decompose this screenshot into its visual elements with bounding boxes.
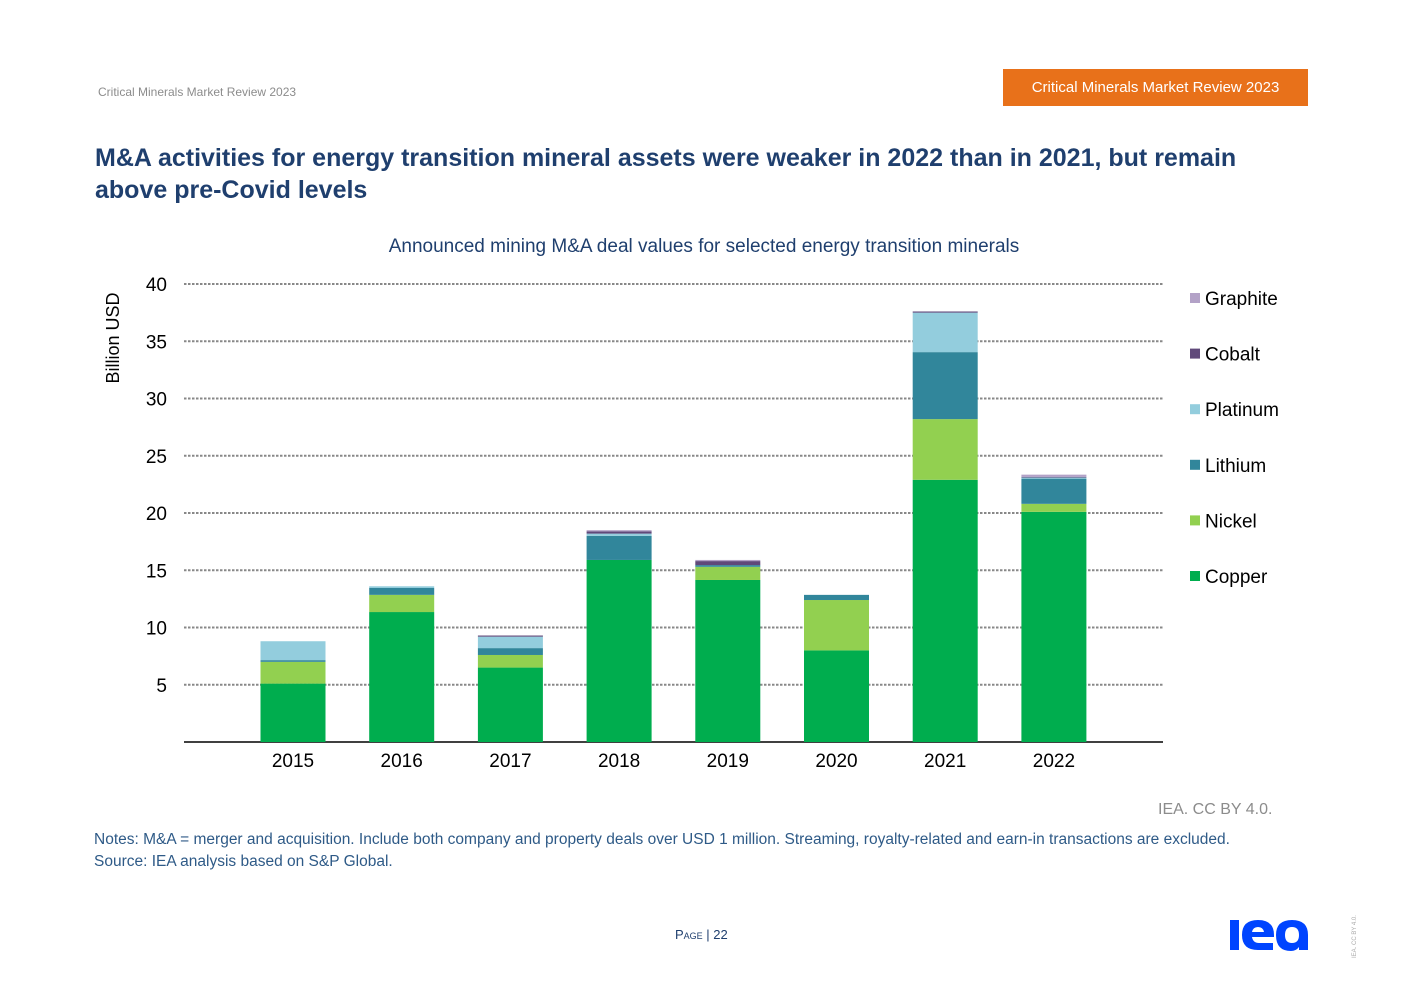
- source-text: Source: IEA analysis based on S&P Global…: [94, 853, 393, 870]
- bar-platinum-2016: [369, 586, 435, 588]
- bar-nickel-2019: [695, 566, 761, 580]
- bar-copper-2016: [369, 612, 435, 742]
- header-report-badge: Critical Minerals Market Review 2023: [1003, 69, 1308, 106]
- legend-label-platinum: Platinum: [1205, 400, 1279, 421]
- legend-label-lithium: Lithium: [1205, 456, 1266, 477]
- legend-swatch-lithium: [1190, 459, 1200, 470]
- bar-lithium-2015: [260, 660, 326, 662]
- bar-copper-2015: [260, 683, 326, 742]
- x-tick-label: 2015: [272, 751, 314, 772]
- legend-swatch-platinum: [1190, 404, 1200, 415]
- header-report-name: Critical Minerals Market Review 2023: [98, 85, 297, 99]
- y-tick-label: 25: [146, 447, 167, 468]
- bar-cobalt-2019: [695, 561, 761, 566]
- side-credit: IEA. CC BY 4.0.: [1352, 915, 1358, 958]
- bar-lithium-2019: [695, 565, 761, 567]
- y-axis-label: Billion USD: [103, 292, 123, 383]
- bar-lithium-2017: [477, 648, 543, 655]
- x-tick-label: 2022: [1033, 751, 1075, 772]
- bar-lithium-2020: [804, 594, 869, 601]
- legend-label-graphite: Graphite: [1205, 289, 1278, 310]
- bar-lithium-2016: [369, 587, 435, 595]
- bar-cobalt-2017: [477, 635, 543, 637]
- legend-label-nickel: Nickel: [1205, 511, 1257, 532]
- bar-cobalt-2018: [586, 531, 652, 534]
- chart-title: Announced mining M&A deal values for sel…: [388, 236, 1020, 257]
- bar-copper-2020: [804, 650, 869, 742]
- y-tick-label: 35: [146, 332, 167, 353]
- bar-copper-2022: [1021, 511, 1087, 742]
- bar-nickel-2021: [912, 419, 978, 480]
- bar-lithium-2018: [586, 535, 652, 560]
- legend-label-cobalt: Cobalt: [1205, 345, 1261, 366]
- bar-platinum-2021: [912, 312, 978, 353]
- x-tick-label: 2016: [381, 751, 423, 772]
- legend-swatch-nickel: [1190, 515, 1200, 526]
- bar-cobalt-2022: [1021, 476, 1087, 478]
- bar-platinum-2015: [260, 641, 326, 661]
- x-tick-label: 2019: [707, 751, 749, 772]
- notes-text: Notes: M&A = merger and acquisition. Inc…: [94, 831, 1230, 848]
- bar-copper-2017: [477, 667, 543, 742]
- x-tick-label: 2021: [924, 751, 966, 772]
- bar-nickel-2017: [477, 654, 543, 668]
- x-tick-label: 2017: [489, 751, 531, 772]
- y-tick-label: 5: [156, 676, 167, 697]
- bar-platinum-2017: [477, 636, 543, 649]
- page-title: M&A activities for energy transition min…: [95, 144, 1237, 204]
- bar-graphite-2019: [695, 559, 761, 562]
- legend-label-copper: Copper: [1205, 567, 1268, 588]
- bar-nickel-2022: [1021, 503, 1087, 512]
- iea-logo: [1228, 914, 1310, 959]
- legend-swatch-graphite: [1190, 293, 1200, 303]
- y-tick-label: 10: [146, 619, 167, 640]
- bar-platinum-2018: [586, 533, 652, 536]
- y-tick-label: 20: [146, 504, 167, 525]
- bar-nickel-2015: [260, 661, 326, 684]
- bar-lithium-2022: [1021, 478, 1087, 504]
- bar-copper-2018: [586, 559, 652, 742]
- legend-swatch-copper: [1190, 571, 1200, 581]
- y-tick-label: 30: [146, 390, 167, 411]
- bar-nickel-2016: [369, 594, 435, 613]
- y-tick-label: 40: [146, 275, 167, 296]
- legend-swatch-cobalt: [1190, 348, 1200, 359]
- bar-graphite-2022: [1021, 474, 1087, 477]
- chart-credit: IEA. CC BY 4.0.: [1158, 801, 1273, 818]
- notes: Notes: M&A = merger and acquisition. Inc…: [94, 830, 1274, 872]
- x-tick-label: 2020: [815, 751, 857, 772]
- bar-lithium-2021: [912, 352, 978, 420]
- x-tick-label: 2018: [598, 751, 640, 772]
- bar-graphite-2018: [586, 530, 652, 532]
- bar-copper-2021: [912, 479, 978, 742]
- bar-cobalt-2021: [912, 311, 978, 313]
- page-number: Page | 22: [675, 927, 728, 942]
- bar-copper-2019: [695, 579, 761, 742]
- bar-nickel-2020: [804, 600, 869, 651]
- y-tick-label: 15: [146, 561, 167, 582]
- bar-platinum-2022: [1021, 477, 1087, 479]
